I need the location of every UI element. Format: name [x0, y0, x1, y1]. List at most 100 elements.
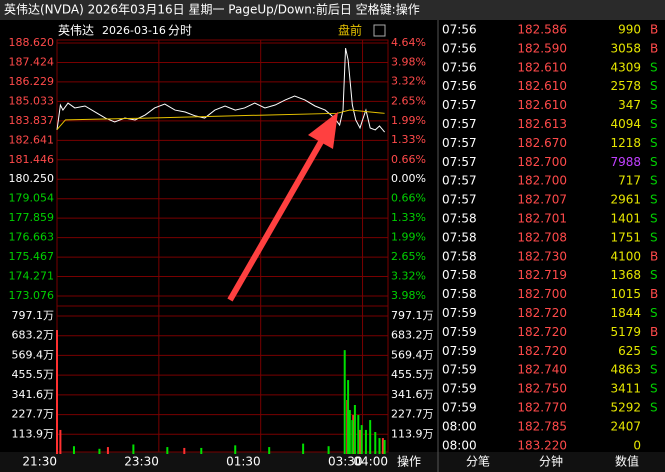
trade-side: B	[650, 23, 658, 37]
y-tick-label: 179.054	[9, 192, 55, 205]
tab[interactable]: 数值	[615, 454, 639, 469]
trade-price: 183.220	[517, 438, 567, 452]
volume-bar	[381, 438, 384, 454]
trade-volume: 4309	[610, 60, 641, 74]
y-tick-label: 683.2万	[12, 329, 55, 342]
trade-price: 182.707	[517, 193, 567, 207]
volume-bar	[369, 420, 372, 454]
trade-time: 07:58	[442, 212, 477, 226]
y2-tick-label: 797.1万	[391, 309, 434, 322]
trade-volume: 2407	[610, 419, 641, 433]
y2-tick-label: 2.65%	[391, 94, 426, 107]
trade-volume: 4863	[610, 363, 641, 377]
trade-price: 182.708	[517, 230, 567, 244]
y2-tick-label: 341.6万	[391, 388, 434, 401]
y-tick-label: 569.4万	[12, 348, 55, 361]
y2-tick-label: 1.99%	[391, 231, 426, 244]
trade-volume: 2961	[610, 193, 641, 207]
annotation-arrow	[227, 112, 338, 302]
volume-bar	[357, 415, 360, 454]
volume-bar	[59, 429, 62, 454]
mode: 分时	[168, 24, 192, 38]
trade-price: 182.670	[517, 136, 567, 150]
y-tick-label: 182.641	[9, 133, 55, 146]
volume-bar	[348, 410, 351, 454]
trade-time: 07:56	[442, 60, 477, 74]
tab[interactable]: 分笔	[466, 454, 490, 469]
trade-time: 07:57	[442, 98, 477, 112]
y2-tick-label: 3.32%	[391, 75, 426, 88]
trade-time: 07:59	[442, 325, 477, 339]
trade-time: 07:59	[442, 306, 477, 320]
volume-bar	[268, 447, 271, 454]
trade-time: 07:56	[442, 79, 477, 93]
y2-tick-label: 2.65%	[391, 250, 426, 263]
trade-time: 08:00	[442, 419, 477, 433]
settings-icon[interactable]	[373, 24, 386, 37]
x-tick-label: 21:30	[22, 455, 57, 469]
x-tick-label: 04:00	[353, 455, 388, 469]
volume-bar	[200, 447, 203, 454]
volume-bar	[327, 446, 330, 454]
trade-price: 182.740	[517, 363, 567, 377]
trade-side: B	[650, 325, 658, 339]
trade-side: S	[650, 60, 658, 74]
volume-bar	[347, 380, 350, 454]
trade-time: 07:57	[442, 193, 477, 207]
x-tick-label: 01:30	[226, 455, 261, 469]
volume-bar	[234, 445, 237, 454]
y-tick-label: 185.033	[9, 94, 55, 107]
trade-price: 182.770	[517, 401, 567, 415]
y-tick-label: 187.424	[9, 55, 55, 68]
trade-price: 182.613	[517, 117, 567, 131]
y2-tick-label: 113.9万	[391, 427, 434, 440]
trade-time: 07:56	[442, 23, 477, 37]
trade-time: 07:57	[442, 174, 477, 188]
trade-price: 182.730	[517, 249, 567, 263]
trade-time: 07:57	[442, 117, 477, 131]
trade-side: S	[650, 230, 658, 244]
tab-bar	[0, 452, 665, 472]
y-tick-label: 113.9万	[12, 427, 55, 440]
trade-side: S	[650, 212, 658, 226]
trade-price: 182.700	[517, 287, 567, 301]
x-tick-label: 23:30	[124, 455, 159, 469]
trade-price: 182.720	[517, 306, 567, 320]
trade-volume: 2578	[610, 79, 641, 93]
y2-tick-label: 3.32%	[391, 270, 426, 283]
trade-volume: 4094	[610, 117, 641, 131]
trade-side: S	[650, 306, 658, 320]
trade-side: S	[650, 344, 658, 358]
trade-volume: 3411	[610, 382, 641, 396]
volume-bar	[374, 432, 377, 454]
arrow-head	[308, 112, 338, 149]
trade-side: B	[650, 287, 658, 301]
trade-side: S	[650, 268, 658, 282]
trade-price: 182.590	[517, 41, 567, 55]
volume-bar	[166, 447, 169, 454]
trade-side: S	[650, 136, 658, 150]
x-tick-label: 03:30	[328, 455, 363, 469]
trade-price: 182.586	[517, 23, 567, 37]
trade-time: 07:59	[442, 344, 477, 358]
y2-tick-label: 569.4万	[391, 348, 434, 361]
volume-bar	[364, 429, 367, 454]
trade-side: S	[650, 98, 658, 112]
y2-tick-label: 3.98%	[391, 289, 426, 302]
y-tick-label: 188.620	[9, 36, 55, 49]
y-tick-label: 341.6万	[12, 388, 55, 401]
trade-price: 182.700	[517, 174, 567, 188]
volume-bar	[358, 429, 361, 454]
y-tick-label: 186.229	[9, 75, 55, 88]
tab[interactable]: 分钟	[539, 454, 563, 469]
title-bar	[0, 0, 665, 20]
trade-volume: 1368	[610, 268, 641, 282]
trade-volume: 347	[618, 98, 641, 112]
trade-time: 07:57	[442, 136, 477, 150]
trade-volume: 3058	[610, 41, 641, 55]
tab-operate[interactable]: 操作	[397, 454, 421, 469]
trade-side: B	[650, 249, 658, 263]
trade-time: 07:56	[442, 41, 477, 55]
